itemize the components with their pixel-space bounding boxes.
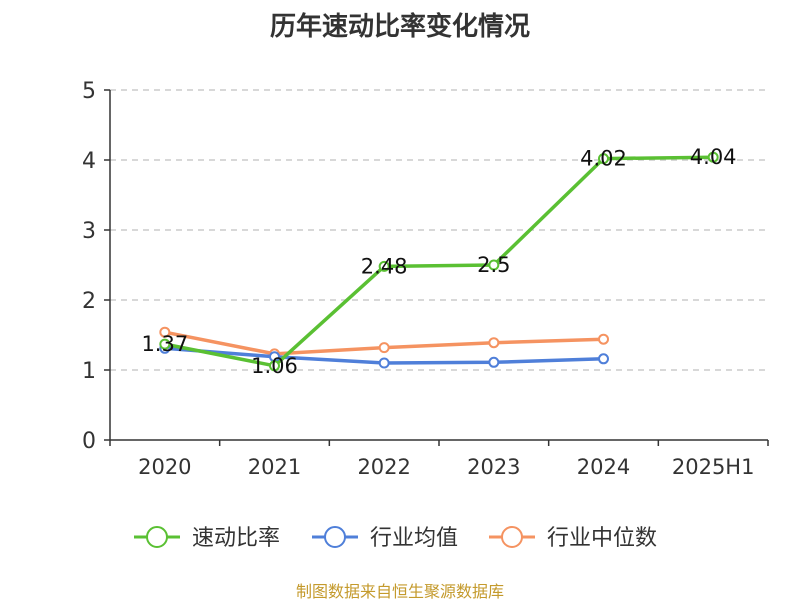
x-tick-label: 2020 bbox=[138, 455, 191, 479]
data-label: 1.06 bbox=[251, 354, 298, 378]
legend-marker bbox=[324, 526, 346, 548]
x-tick-label: 2023 bbox=[467, 455, 520, 479]
data-label: 2.48 bbox=[361, 254, 408, 278]
data-point bbox=[598, 353, 609, 365]
series-points bbox=[159, 151, 719, 372]
y-tick-label: 3 bbox=[82, 219, 96, 244]
data-label: 2.5 bbox=[477, 253, 510, 277]
data-point bbox=[598, 333, 609, 345]
data-point bbox=[378, 357, 390, 369]
gridlines bbox=[110, 89, 768, 371]
data-point bbox=[159, 326, 171, 338]
data-label: 4.02 bbox=[580, 147, 627, 171]
legend: 速动比率 行业均值 行业中位数 bbox=[134, 526, 657, 551]
data-point bbox=[378, 260, 390, 272]
x-tick-label: 2022 bbox=[357, 455, 410, 479]
y-tick-label: 4 bbox=[82, 149, 96, 174]
data-point bbox=[707, 151, 719, 163]
chart-title: 历年速动比率变化情况 bbox=[269, 12, 530, 42]
legend-label: 行业均值 bbox=[370, 526, 458, 551]
y-tick-label: 0 bbox=[82, 429, 96, 454]
series-lines bbox=[164, 155, 714, 368]
data-point bbox=[269, 360, 280, 372]
legend-marker bbox=[146, 526, 168, 548]
x-tick-label: 2024 bbox=[577, 455, 630, 479]
data-labels: 1.37 1.06 2.48 2.5 4.02 4.04 bbox=[141, 145, 736, 378]
x-tick-label: 2021 bbox=[248, 455, 301, 479]
legend-label: 速动比率 bbox=[192, 526, 280, 551]
x-tick-label: 2025H1 bbox=[672, 455, 755, 479]
axes bbox=[104, 89, 769, 446]
series-line bbox=[164, 155, 714, 368]
data-point bbox=[488, 337, 500, 349]
data-point bbox=[598, 153, 609, 165]
legend-marker bbox=[501, 526, 523, 548]
data-point bbox=[159, 338, 171, 350]
tick-labels: 0 1 2 3 4 5 2020 2021 2022 2023 2024 2025H1 bbox=[82, 79, 754, 479]
data-point bbox=[488, 356, 500, 368]
y-tick-label: 1 bbox=[82, 359, 96, 384]
y-tick-label: 2 bbox=[82, 289, 96, 314]
data-label: 1.37 bbox=[141, 332, 188, 356]
data-point bbox=[488, 259, 500, 271]
legend-label: 行业中位数 bbox=[547, 526, 657, 551]
data-label: 4.04 bbox=[690, 145, 737, 169]
y-tick-label: 5 bbox=[82, 79, 96, 104]
data-point bbox=[378, 342, 390, 354]
source-note: 制图数据来自恒生聚源数据库 bbox=[295, 582, 504, 601]
